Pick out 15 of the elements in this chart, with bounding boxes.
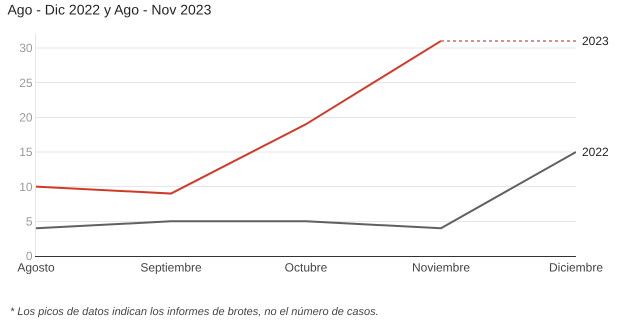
y-tick-label: 15 bbox=[19, 145, 33, 160]
x-tick-label: Septiembre bbox=[140, 260, 202, 274]
y-tick-label: 25 bbox=[19, 76, 33, 90]
x-tick-label: Octubre bbox=[284, 260, 328, 274]
annotation: 2023 bbox=[582, 34, 610, 48]
y-tick-label: 30 bbox=[19, 41, 33, 56]
x-tick-label: Diciembre bbox=[548, 260, 604, 274]
text: * Los picos de datos indican los informes de brotes, no el número de casos. bbox=[10, 306, 379, 318]
line-series bbox=[36, 40, 442, 195]
y-tick-label: 5 bbox=[26, 214, 33, 229]
x-tick-label: Noviembre bbox=[412, 260, 470, 274]
chart-title: Ago - Dic 2022 y Ago - Nov 2023 bbox=[7, 2, 212, 18]
annotation: 2022 bbox=[582, 145, 610, 159]
y-tick-label: 10 bbox=[19, 180, 33, 194]
y-tick-label: 20 bbox=[19, 110, 33, 124]
